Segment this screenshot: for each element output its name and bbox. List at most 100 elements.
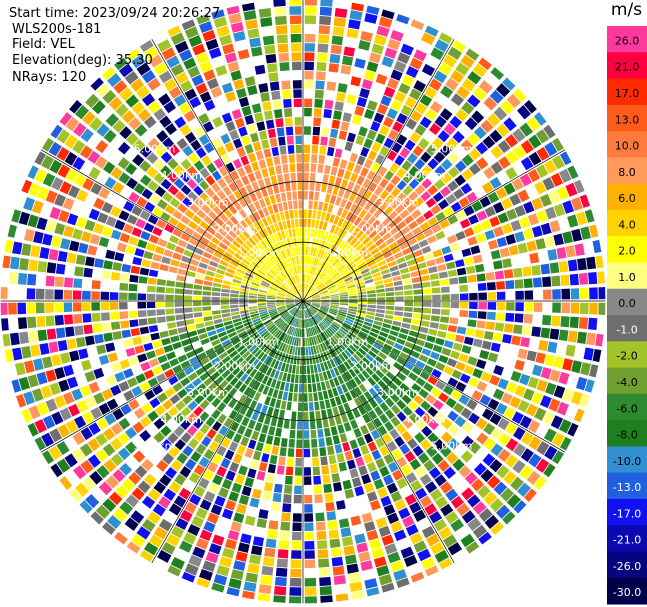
velocity-gate [435, 361, 446, 372]
velocity-gate [271, 146, 279, 157]
velocity-gate [42, 356, 53, 369]
velocity-gate [461, 421, 474, 434]
velocity-gate [321, 302, 330, 304]
velocity-gate [431, 287, 441, 294]
velocity-gate [335, 249, 343, 258]
velocity-gate [472, 368, 483, 379]
velocity-gate [199, 411, 210, 422]
velocity-gate [317, 284, 325, 291]
velocity-gate [377, 487, 388, 499]
velocity-gate [309, 307, 317, 314]
velocity-gate [519, 415, 533, 429]
velocity-gate [396, 134, 408, 146]
velocity-gate [423, 209, 434, 220]
velocity-gate [575, 211, 588, 226]
velocity-gate [337, 264, 346, 272]
velocity-gate [195, 322, 205, 329]
velocity-gate [205, 175, 216, 186]
velocity-gate [49, 382, 61, 396]
velocity-gate [490, 427, 503, 441]
range-ring-label: 4.00km [160, 169, 202, 182]
velocity-gate [327, 146, 335, 157]
velocity-gate [447, 269, 458, 277]
velocity-gate [311, 294, 320, 299]
velocity-gate [356, 284, 366, 290]
velocity-gate [96, 247, 107, 258]
velocity-gate [273, 360, 280, 370]
velocity-gate [248, 237, 257, 246]
velocity-gate [325, 501, 335, 512]
velocity-gate [307, 209, 313, 219]
velocity-gate [445, 77, 459, 91]
velocity-gate [220, 305, 230, 310]
velocity-gate [258, 509, 269, 519]
velocity-gate [229, 297, 239, 301]
velocity-gate [219, 34, 233, 46]
velocity-gate [483, 331, 494, 341]
velocity-gate [339, 294, 349, 297]
velocity-gate [312, 297, 321, 300]
velocity-gate [147, 214, 159, 225]
velocity-gate [274, 576, 287, 587]
velocity-gate [509, 193, 522, 206]
velocity-gate [314, 494, 323, 504]
velocity-gate [243, 581, 257, 592]
velocity-gate [336, 316, 345, 322]
velocity-gate [268, 288, 278, 293]
velocity-gate [197, 351, 207, 361]
velocity-gate [520, 254, 531, 265]
velocity-gate [540, 327, 551, 339]
velocity-gate [265, 472, 275, 483]
velocity-gate [103, 161, 116, 175]
velocity-gate [309, 337, 313, 346]
velocity-gate [252, 55, 264, 66]
velocity-gate [270, 358, 277, 368]
velocity-gate [143, 369, 155, 380]
velocity-gate [435, 337, 445, 346]
velocity-gate [340, 470, 350, 481]
velocity-gate [396, 180, 407, 191]
velocity-gate [303, 301, 306, 309]
velocity-gate [438, 354, 449, 364]
velocity-gate [299, 283, 302, 292]
velocity-gate [311, 145, 319, 154]
velocity-gate [222, 394, 232, 405]
velocity-gate [336, 227, 344, 237]
velocity-gate [336, 385, 344, 395]
velocity-gate [319, 586, 333, 596]
velocity-gate [226, 5, 240, 15]
velocity-gate [298, 283, 302, 293]
velocity-gate [314, 257, 319, 267]
velocity-gate [528, 151, 542, 166]
velocity-gate [314, 314, 321, 322]
velocity-gate [239, 298, 248, 301]
velocity-gate [195, 507, 208, 520]
velocity-gate [387, 38, 401, 51]
velocity-gate [239, 333, 249, 341]
velocity-gate [130, 510, 145, 524]
velocity-gate [224, 538, 237, 550]
velocity-gate [224, 324, 234, 331]
velocity-gate [239, 291, 249, 295]
velocity-gate [476, 320, 486, 329]
velocity-gate [438, 557, 453, 570]
velocity-gate [36, 186, 50, 201]
velocity-gate [95, 156, 108, 169]
velocity-gate [304, 504, 313, 513]
velocity-gate [107, 352, 119, 363]
velocity-gate [367, 297, 377, 301]
velocity-gate [96, 123, 110, 137]
velocity-gate [217, 201, 227, 212]
velocity-gate [82, 476, 96, 491]
velocity-gate [454, 160, 467, 173]
velocity-gate [305, 284, 310, 293]
velocity-gate [383, 206, 394, 216]
velocity-gate [242, 524, 254, 535]
velocity-gate [322, 474, 331, 484]
velocity-gate [63, 302, 73, 313]
velocity-gate [415, 377, 426, 387]
velocity-gate [505, 166, 518, 180]
velocity-gate [309, 287, 316, 295]
velocity-gate [487, 191, 500, 204]
velocity-gate [228, 12, 242, 24]
